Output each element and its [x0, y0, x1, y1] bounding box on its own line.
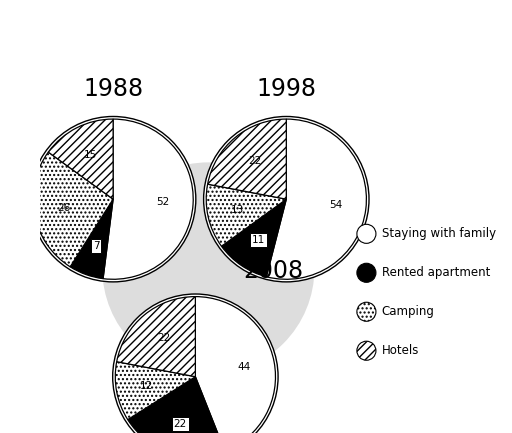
Text: 15: 15: [84, 150, 97, 160]
Text: Camping: Camping: [381, 305, 435, 318]
Circle shape: [357, 341, 376, 360]
Text: Rented apartment: Rented apartment: [381, 266, 490, 279]
Text: Staying with family: Staying with family: [381, 227, 496, 240]
Circle shape: [357, 224, 376, 243]
Text: 22: 22: [174, 419, 187, 429]
Circle shape: [204, 116, 369, 282]
Circle shape: [102, 162, 314, 375]
Text: 52: 52: [156, 197, 169, 207]
Text: 54: 54: [329, 200, 342, 210]
Wedge shape: [206, 184, 286, 246]
Text: 22: 22: [248, 156, 261, 166]
Text: 22: 22: [157, 333, 170, 343]
Wedge shape: [208, 119, 286, 199]
Text: 44: 44: [238, 362, 251, 372]
Wedge shape: [222, 199, 286, 277]
Text: 12: 12: [140, 381, 153, 391]
Wedge shape: [117, 297, 196, 377]
Circle shape: [357, 263, 376, 282]
Circle shape: [113, 294, 278, 433]
Wedge shape: [266, 119, 367, 279]
Wedge shape: [196, 297, 275, 433]
Circle shape: [30, 116, 196, 282]
Wedge shape: [115, 362, 196, 420]
Text: 26: 26: [58, 204, 71, 213]
Wedge shape: [33, 152, 113, 267]
Text: 11: 11: [252, 235, 265, 245]
Wedge shape: [70, 199, 113, 279]
Text: Hotels: Hotels: [381, 344, 419, 357]
Text: 1988: 1988: [83, 77, 143, 101]
Text: 13: 13: [231, 205, 244, 215]
Circle shape: [357, 302, 376, 321]
Wedge shape: [103, 119, 193, 279]
Text: 2008: 2008: [243, 259, 304, 283]
Text: 1998: 1998: [257, 77, 316, 101]
Wedge shape: [128, 377, 225, 433]
Wedge shape: [48, 119, 113, 199]
Text: 7: 7: [93, 241, 100, 251]
